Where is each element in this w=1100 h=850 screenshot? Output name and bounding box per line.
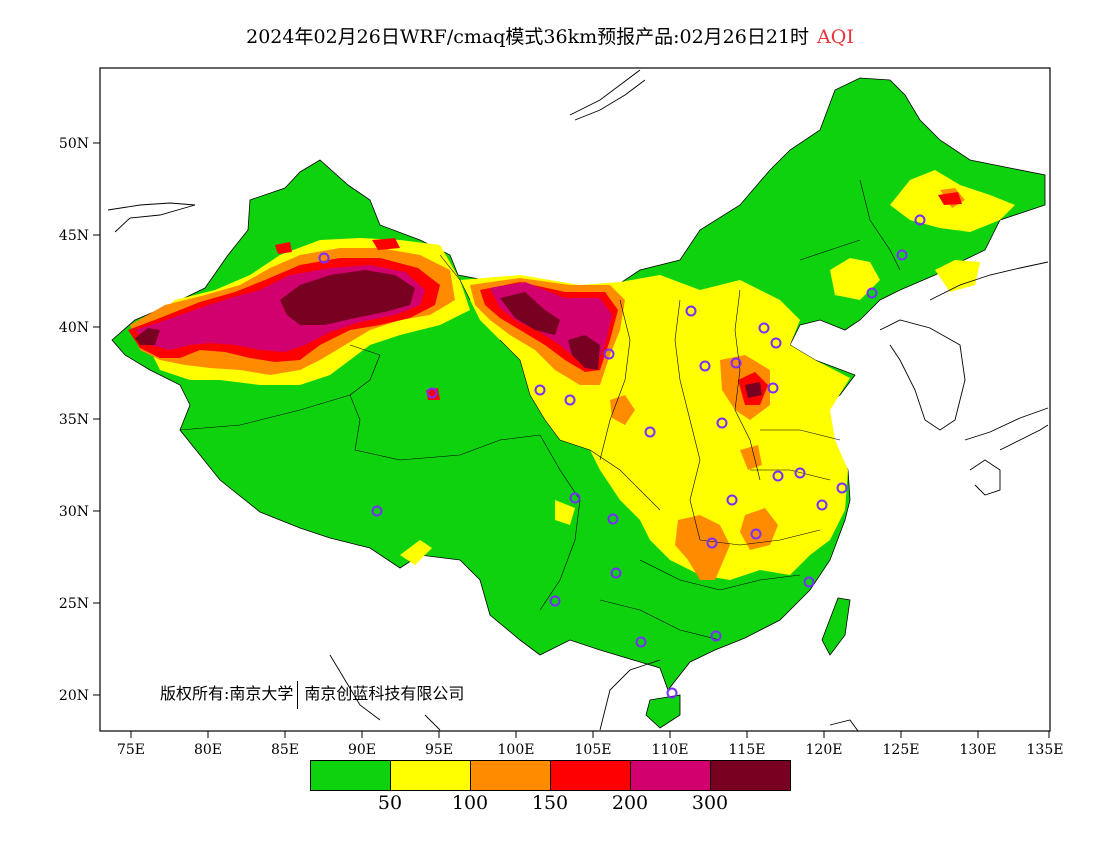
- legend-swatch-very-unhealthy: [630, 761, 710, 790]
- legend-label: 300: [691, 792, 729, 814]
- station-marker: [914, 214, 926, 226]
- lon-label: 75E: [117, 742, 145, 758]
- legend-label: 150: [531, 792, 569, 814]
- lon-label: 100E: [498, 742, 535, 758]
- lat-label: 25N: [59, 596, 89, 612]
- station-marker: [534, 384, 546, 396]
- title-main: 2024年02月26日WRF/cmaq模式36km预报产品:02月26日21时: [246, 26, 810, 48]
- taiwan-island: [821, 597, 851, 656]
- station-marker: [610, 567, 622, 579]
- lon-label: 105E: [575, 742, 612, 758]
- map-content: [107, 69, 1049, 731]
- lon-label: 130E: [960, 742, 997, 758]
- lon-label: 125E: [883, 742, 920, 758]
- longitude-axis: [130, 731, 1050, 738]
- station-marker: [794, 467, 806, 479]
- legend-label: 100: [451, 792, 489, 814]
- station-marker: [716, 417, 728, 429]
- station-marker: [710, 630, 722, 642]
- legend-swatch-sensitive: [470, 761, 550, 790]
- lat-label: 45N: [59, 228, 89, 244]
- lat-label: 50N: [59, 136, 89, 152]
- copyright-prefix: 版权所有:南京大学: [160, 684, 294, 703]
- lon-label: 110E: [652, 742, 689, 758]
- aqi-band-hazardous: [135, 270, 762, 398]
- lon-label: 80E: [194, 742, 222, 758]
- lon-label: 90E: [348, 742, 376, 758]
- station-marker: [816, 499, 828, 511]
- station-marker: [772, 470, 784, 482]
- station-marker: [371, 505, 383, 517]
- station-marker: [666, 687, 678, 699]
- station-marker: [685, 305, 697, 317]
- lat-label: 20N: [59, 688, 89, 704]
- station-marker: [836, 482, 848, 494]
- station-marker: [318, 252, 330, 264]
- aqi-color-legend: [310, 760, 791, 791]
- latitude-axis: [93, 142, 100, 696]
- legend-swatch-unhealthy: [550, 761, 630, 790]
- station-markers: [318, 214, 926, 699]
- province-borders: [179, 179, 901, 641]
- station-marker: [549, 595, 561, 607]
- station-marker: [699, 360, 711, 372]
- lat-label: 40N: [59, 320, 89, 336]
- legend-swatch-moderate: [390, 761, 470, 790]
- legend-swatch-hazardous: [710, 761, 790, 790]
- hainan-island: [645, 694, 681, 729]
- legend-label: 50: [377, 792, 403, 814]
- copyright-notice: 版权所有:南京大学 南京创蓝科技有限公司: [160, 680, 464, 709]
- map-title: 2024年02月26日WRF/cmaq模式36km预报产品:02月26日21时 A…: [0, 22, 1100, 49]
- station-marker: [750, 528, 762, 540]
- station-marker: [706, 537, 718, 549]
- station-marker: [726, 494, 738, 506]
- station-marker: [644, 426, 656, 438]
- station-marker: [730, 357, 742, 369]
- station-marker: [758, 322, 770, 334]
- title-variable: AQI: [817, 26, 854, 48]
- station-marker: [635, 636, 647, 648]
- lon-label: 120E: [806, 742, 843, 758]
- station-marker: [896, 249, 908, 261]
- station-marker: [564, 394, 576, 406]
- copyright-divider: [297, 680, 299, 709]
- station-marker: [767, 382, 779, 394]
- lat-label: 35N: [59, 412, 89, 428]
- station-marker: [803, 576, 815, 588]
- map-frame: [99, 67, 1051, 732]
- station-marker: [607, 513, 619, 525]
- copyright-company: 南京创蓝科技有限公司: [304, 684, 465, 703]
- coastlines: [107, 69, 1049, 731]
- station-marker: [866, 287, 878, 299]
- lat-label: 30N: [59, 504, 89, 520]
- legend-swatch-good: [311, 761, 390, 790]
- legend-label: 200: [611, 792, 649, 814]
- station-marker: [603, 348, 615, 360]
- lon-label: 135E: [1027, 742, 1064, 758]
- station-marker: [426, 387, 438, 399]
- lon-label: 85E: [271, 742, 299, 758]
- lon-label: 115E: [729, 742, 766, 758]
- station-marker: [569, 492, 581, 504]
- lon-label: 95E: [425, 742, 453, 758]
- station-marker: [770, 337, 782, 349]
